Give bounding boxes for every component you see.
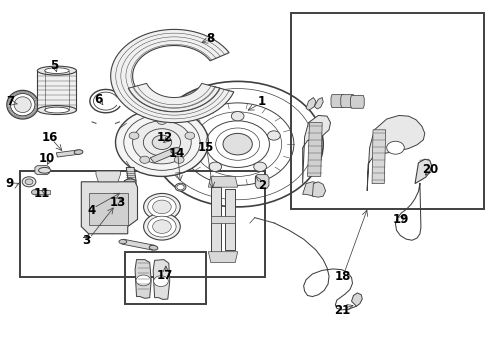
Ellipse shape [39,167,51,173]
Polygon shape [306,98,316,110]
Text: 10: 10 [39,152,55,165]
Bar [89,193,128,225]
Ellipse shape [45,68,69,73]
Ellipse shape [14,97,31,113]
Circle shape [195,131,208,140]
Ellipse shape [31,190,38,195]
Circle shape [254,162,267,171]
Polygon shape [225,189,235,250]
Polygon shape [313,182,326,197]
Polygon shape [96,171,121,182]
Text: 11: 11 [34,187,50,200]
Circle shape [25,179,33,185]
Polygon shape [81,182,138,234]
Circle shape [152,135,171,149]
Polygon shape [208,176,238,187]
Ellipse shape [153,220,171,233]
Circle shape [22,177,36,187]
Polygon shape [211,187,220,252]
Circle shape [157,117,167,125]
Polygon shape [150,148,177,163]
Polygon shape [126,167,136,181]
Text: 3: 3 [82,234,90,247]
Text: 7: 7 [6,95,15,108]
Polygon shape [135,260,151,298]
Ellipse shape [148,197,176,217]
Polygon shape [35,190,49,194]
Polygon shape [35,166,49,175]
Ellipse shape [37,66,76,75]
Text: 15: 15 [198,141,214,154]
Polygon shape [341,95,354,108]
Ellipse shape [45,107,69,113]
Bar [20,171,265,277]
Circle shape [174,156,184,163]
Text: 9: 9 [5,177,14,190]
Text: 13: 13 [110,196,126,209]
Circle shape [136,275,151,286]
Ellipse shape [153,200,171,214]
Polygon shape [128,84,220,112]
Circle shape [231,112,244,121]
Text: 1: 1 [258,95,266,108]
Circle shape [223,134,252,155]
Text: 6: 6 [94,93,102,106]
Circle shape [268,131,280,140]
Polygon shape [350,95,364,108]
Circle shape [209,162,221,171]
Text: 8: 8 [207,32,215,45]
Polygon shape [372,130,386,184]
Circle shape [154,276,168,287]
Polygon shape [367,116,425,191]
Ellipse shape [177,184,184,190]
Circle shape [140,156,149,163]
Ellipse shape [144,213,180,240]
Ellipse shape [171,148,180,153]
Ellipse shape [10,94,35,116]
Ellipse shape [37,105,76,114]
Text: 18: 18 [335,270,351,283]
Polygon shape [315,98,323,109]
Polygon shape [56,150,79,157]
Polygon shape [351,293,362,306]
Circle shape [133,121,191,164]
Polygon shape [153,260,170,300]
Bar [292,13,485,209]
Ellipse shape [144,193,180,220]
Text: 4: 4 [87,204,95,217]
Circle shape [129,132,139,139]
Text: 12: 12 [156,131,172,144]
Circle shape [116,108,208,176]
Text: 17: 17 [156,269,172,282]
Ellipse shape [148,216,176,237]
Text: 20: 20 [422,163,439,176]
Ellipse shape [175,183,186,191]
Ellipse shape [74,150,83,154]
Circle shape [387,141,404,154]
Polygon shape [208,252,238,262]
Circle shape [185,132,195,139]
Polygon shape [303,182,321,196]
Text: 19: 19 [393,213,410,226]
Polygon shape [303,116,331,184]
Polygon shape [331,95,344,108]
Polygon shape [124,178,136,187]
Polygon shape [255,175,269,188]
Polygon shape [111,30,234,123]
Ellipse shape [119,239,127,244]
Ellipse shape [149,245,158,250]
Text: 5: 5 [50,59,59,72]
Polygon shape [122,239,154,250]
Polygon shape [415,159,432,184]
Bar [125,252,206,304]
Text: 16: 16 [41,131,58,144]
Polygon shape [211,216,235,223]
Text: 2: 2 [258,179,266,192]
Text: 21: 21 [335,305,351,318]
Polygon shape [308,123,322,176]
Ellipse shape [7,90,39,119]
Polygon shape [37,71,76,110]
Text: 14: 14 [169,147,185,159]
